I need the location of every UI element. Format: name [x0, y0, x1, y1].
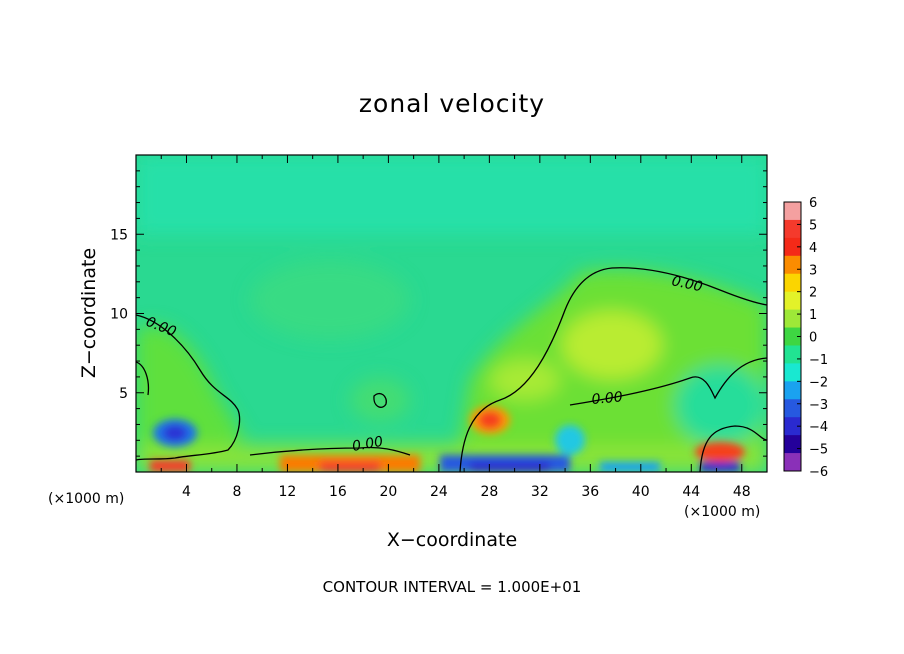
x-tick-label: 20 — [379, 484, 397, 500]
colorbar-swatch — [784, 219, 801, 239]
colorbar-tick-label: 5 — [809, 218, 817, 233]
x-tick-label: 8 — [232, 484, 241, 500]
contour-loop — [373, 392, 387, 408]
x-axis-ticks: 4 8 12 16 20 24 28 32 36 40 44 48 — [160, 155, 751, 500]
x-tick-label: 12 — [279, 484, 297, 500]
colorbar-swatch — [784, 453, 801, 472]
y-axis-ticks: 5 10 15 — [110, 170, 767, 457]
colorbar-swatch — [784, 399, 801, 418]
y-tick-label: 10 — [110, 307, 128, 323]
x-tick-label: 44 — [682, 484, 700, 500]
x-tick-label: 24 — [430, 484, 448, 500]
colorbar-swatch — [784, 381, 801, 400]
x-unit-label-left: (×1000 m) — [48, 491, 124, 507]
x-tick-label: 36 — [581, 484, 599, 500]
colorbar-swatch — [784, 363, 801, 382]
y-tick-label: 5 — [119, 386, 128, 402]
colorbar-tick-label: −1 — [809, 353, 828, 368]
x-tick-label: 32 — [531, 484, 549, 500]
colorbar: 6 5 4 3 2 1 0 −1 −2 −3 −4 −5 −6 — [783, 196, 828, 480]
contour-line-west — [136, 361, 150, 396]
x-unit-label-right: (×1000 m) — [684, 504, 760, 520]
colorbar-swatch — [784, 237, 801, 257]
contour-line-low — [249, 446, 411, 456]
colorbar-swatch — [784, 327, 801, 346]
colorbar-tick-label: 2 — [809, 286, 817, 301]
x-tick-label: 40 — [632, 484, 650, 500]
contour-label: 0.00 — [670, 273, 704, 295]
y-axis-title: Z−coordinate — [78, 248, 100, 378]
x-tick-label: 4 — [182, 484, 191, 500]
colorbar-tick-label: 4 — [809, 241, 817, 256]
x-axis-title: X−coordinate — [387, 529, 517, 551]
colorbar-swatch — [784, 345, 801, 364]
colorbar-swatch — [784, 202, 801, 221]
contour-line-right — [459, 267, 767, 472]
colorbar-tick-label: −3 — [809, 398, 828, 413]
colorbar-tick-label: 3 — [809, 263, 817, 278]
contour-label: 0.00 — [591, 389, 624, 408]
y-tick-label: 15 — [110, 227, 128, 243]
chart-title: zonal velocity — [359, 89, 545, 118]
colorbar-swatch — [784, 435, 801, 454]
x-tick-label: 16 — [329, 484, 347, 500]
x-tick-label: 48 — [733, 484, 751, 500]
colorbar-tick-label: −6 — [809, 465, 828, 480]
heatmap-field — [136, 155, 767, 472]
colorbar-tick-label: −5 — [809, 443, 828, 458]
colorbar-swatch — [784, 273, 801, 293]
colorbar-tick-label: 6 — [809, 196, 817, 211]
contour-interval-note: CONTOUR INTERVAL = 1.000E+01 — [323, 578, 582, 596]
colorbar-tick-label: 0 — [809, 331, 817, 346]
colorbar-swatch — [784, 291, 801, 311]
contour-label: 0.00 — [351, 434, 385, 455]
colorbar-swatch — [784, 309, 801, 329]
colorbar-swatch — [784, 417, 801, 436]
colorbar-tick-label: −4 — [809, 420, 828, 435]
colorbar-swatch — [784, 255, 801, 275]
contour-lines — [136, 267, 767, 472]
contour-line-mid — [569, 357, 767, 406]
colorbar-tick-label: 1 — [809, 308, 817, 323]
colorbar-tick-label: −2 — [809, 375, 828, 390]
contour-line-east — [699, 425, 767, 472]
x-tick-label: 28 — [480, 484, 498, 500]
contour-line-left — [136, 314, 241, 461]
